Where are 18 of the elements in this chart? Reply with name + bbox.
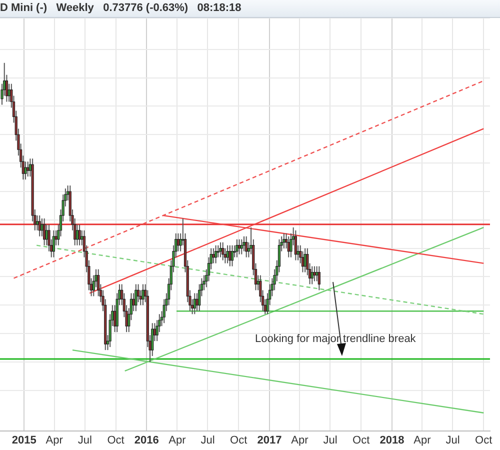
x-tick-label: 2017 bbox=[257, 434, 282, 446]
x-tick-label: Jul bbox=[78, 434, 92, 446]
x-tick-label: 2016 bbox=[134, 434, 159, 446]
x-tick-label: Oct bbox=[352, 434, 370, 446]
x-tick-label: Jul bbox=[446, 434, 460, 446]
x-tick-label: Apr bbox=[291, 434, 309, 446]
annotation: Looking for major trendline break bbox=[255, 333, 416, 346]
x-tick-label: Apr bbox=[46, 434, 64, 446]
x-tick-label: Jul bbox=[323, 434, 338, 446]
x-tick-label: Apr bbox=[168, 434, 186, 446]
x-tick-label: Oct bbox=[230, 434, 248, 446]
x-tick-label: Apr bbox=[414, 434, 432, 446]
x-tick-label: 2018 bbox=[380, 434, 404, 446]
x-tick-label: Oct bbox=[475, 434, 492, 446]
x-tick-label: 2015 bbox=[12, 434, 36, 446]
x-tick-label: Jul bbox=[200, 434, 215, 446]
x-tick-label: Oct bbox=[107, 434, 124, 446]
chart-title: D Mini (-) Weekly 0.73776 (-0.63%) 08:18:18 bbox=[0, 0, 500, 18]
